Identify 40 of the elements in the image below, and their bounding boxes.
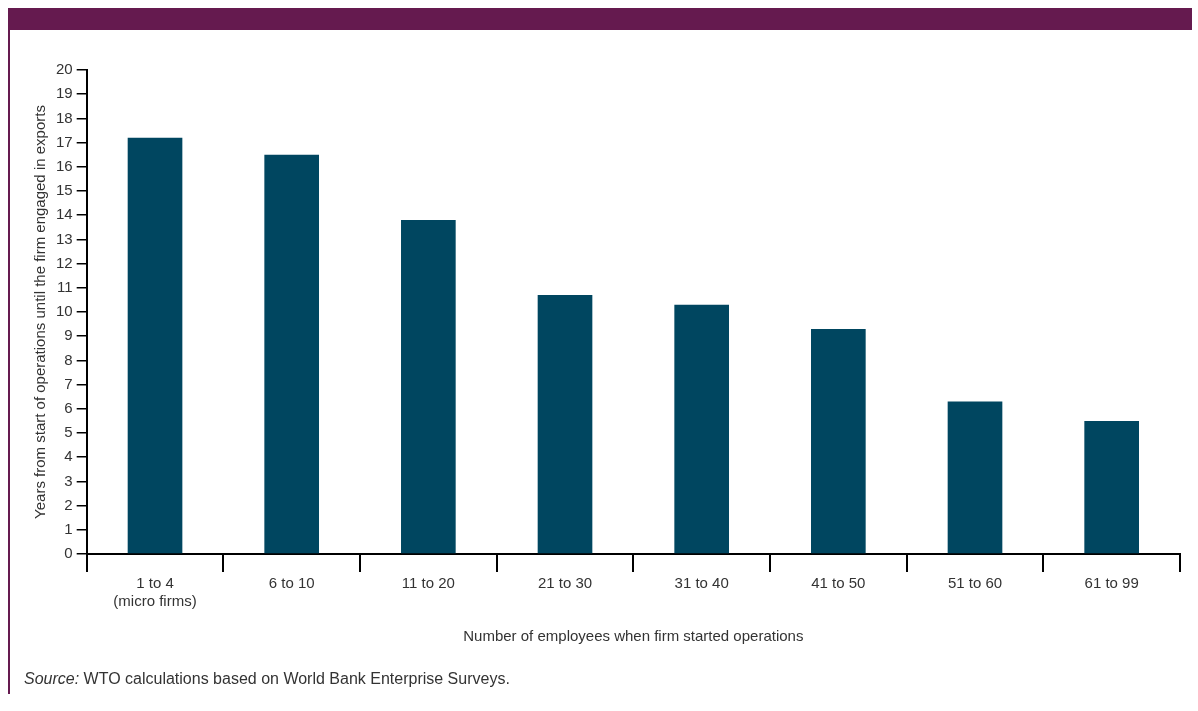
x-tick-label: 31 to 40	[674, 574, 729, 592]
source-note: Source: WTO calculations based on World Bank Enterprise Surveys.	[23, 669, 511, 689]
y-tick-label: 13	[56, 229, 73, 247]
x-tick-label: 6 to 10	[268, 574, 315, 592]
y-tick-label: 20	[56, 60, 73, 78]
y-tick-label: 8	[64, 350, 73, 368]
y-tick-label: 1	[64, 519, 73, 537]
x-tick-label: 11 to 20	[401, 574, 455, 592]
x-tick-label: 41 to 50	[811, 574, 866, 592]
y-tick-label: 15	[56, 181, 73, 199]
x-axis-title: Number of employees when firm started operations	[463, 627, 804, 645]
y-tick-label: 0	[64, 544, 73, 562]
bar	[264, 154, 320, 554]
bar	[947, 401, 1003, 554]
y-tick-label: 18	[56, 108, 73, 126]
y-axis-title: Years from start of operations until the firm engaged in exports	[31, 105, 49, 519]
y-tick-label: 6	[64, 398, 73, 416]
y-tick-label: 17	[56, 132, 73, 150]
x-tick-label: 61 to 99	[1084, 574, 1139, 592]
bar	[1084, 420, 1139, 554]
bar	[811, 328, 866, 554]
bar	[674, 304, 730, 554]
y-tick-label: 12	[56, 253, 73, 271]
bar	[537, 295, 593, 554]
x-tick-label: 1 to 4 (micro firms)	[113, 574, 197, 610]
y-tick-label: 5	[64, 423, 73, 441]
y-tick-label: 10	[56, 302, 73, 320]
y-tick-label: 16	[56, 156, 73, 174]
bar	[401, 220, 456, 554]
y-tick-label: 14	[56, 205, 73, 223]
x-tick-label: 51 to 60	[947, 574, 1003, 592]
y-tick-label: 19	[56, 84, 73, 102]
y-tick-label: 2	[64, 495, 73, 513]
y-tick-label: 3	[64, 471, 73, 489]
x-tick-label: 21 to 30	[537, 574, 593, 592]
y-tick-label: 7	[64, 374, 73, 392]
y-tick-label: 9	[64, 326, 73, 344]
y-tick-label: 4	[64, 447, 73, 465]
bar	[127, 137, 183, 554]
y-tick-label: 11	[57, 277, 73, 295]
